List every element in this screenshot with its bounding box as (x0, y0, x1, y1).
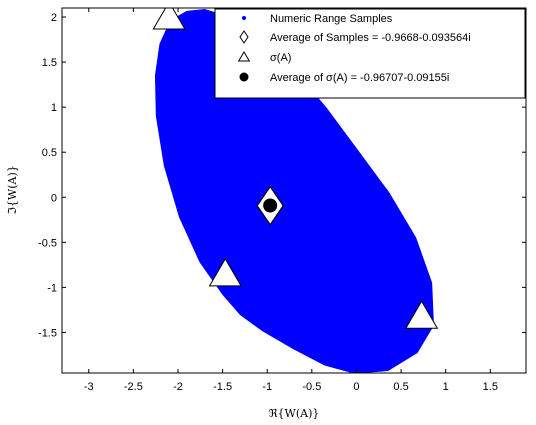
legend: Numeric Range Samples Average of Samples … (214, 8, 526, 99)
markers-layer (152, 8, 439, 329)
legend-entry-label: Average of Samples = -0.9668-0.093564i (270, 32, 471, 44)
legend-entry-label: Numeric Range Samples (270, 13, 393, 25)
x-tick-label: 1 (443, 381, 449, 393)
x-tick-label: 0 (353, 381, 359, 393)
legend-box (214, 8, 526, 99)
x-tick-label: 1.5 (483, 381, 498, 393)
legend-entry-label: σ(A) (270, 52, 291, 64)
x-tick-label: 0.5 (393, 381, 408, 393)
y-tick-label: -0.5 (38, 237, 57, 249)
x-axis: -3 -2.5 -2 -1.5 -1 -0.5 0 0.5 1 1.5 (84, 8, 498, 393)
legend-entry-label: Average of σ(A) = -0.96707-0.09155i (270, 72, 449, 84)
x-tick-label: -0.5 (302, 381, 321, 393)
y-tick-label: 1.5 (42, 57, 57, 69)
average-of-sigma-marker (263, 198, 278, 213)
y-axis: -1.5 -1 -0.5 0 0.5 1 1.5 2 (38, 12, 526, 339)
y-tick-label: -1.5 (38, 327, 57, 339)
legend-circle-symbol (239, 72, 249, 82)
x-axis-label: ℜ{W(A)} (269, 407, 320, 420)
y-axis-label: ℑ{W(A)} (6, 165, 19, 215)
axes-box (61, 7, 527, 374)
x-tick-label: -3 (84, 381, 94, 393)
sigma-eigenvalue-marker (152, 8, 186, 30)
x-tick-label: -2 (173, 381, 183, 393)
y-tick-label: 2 (51, 12, 57, 24)
y-tick-label: 0 (51, 192, 57, 204)
y-tick-label: 0.5 (42, 147, 57, 159)
x-tick-label: -1 (262, 381, 272, 393)
sigma-eigenvalue-marker (404, 300, 439, 329)
legend-triangle-symbol (237, 51, 251, 62)
sigma-eigenvalue-marker (208, 257, 242, 287)
y-tick-label: 1 (51, 102, 57, 114)
x-tick-label: -2.5 (124, 381, 143, 393)
legend-samples-symbol (242, 16, 246, 20)
x-tick-label: -1.5 (213, 381, 232, 393)
y-tick-label: -1 (47, 282, 57, 294)
legend-diamond-symbol (239, 30, 249, 44)
